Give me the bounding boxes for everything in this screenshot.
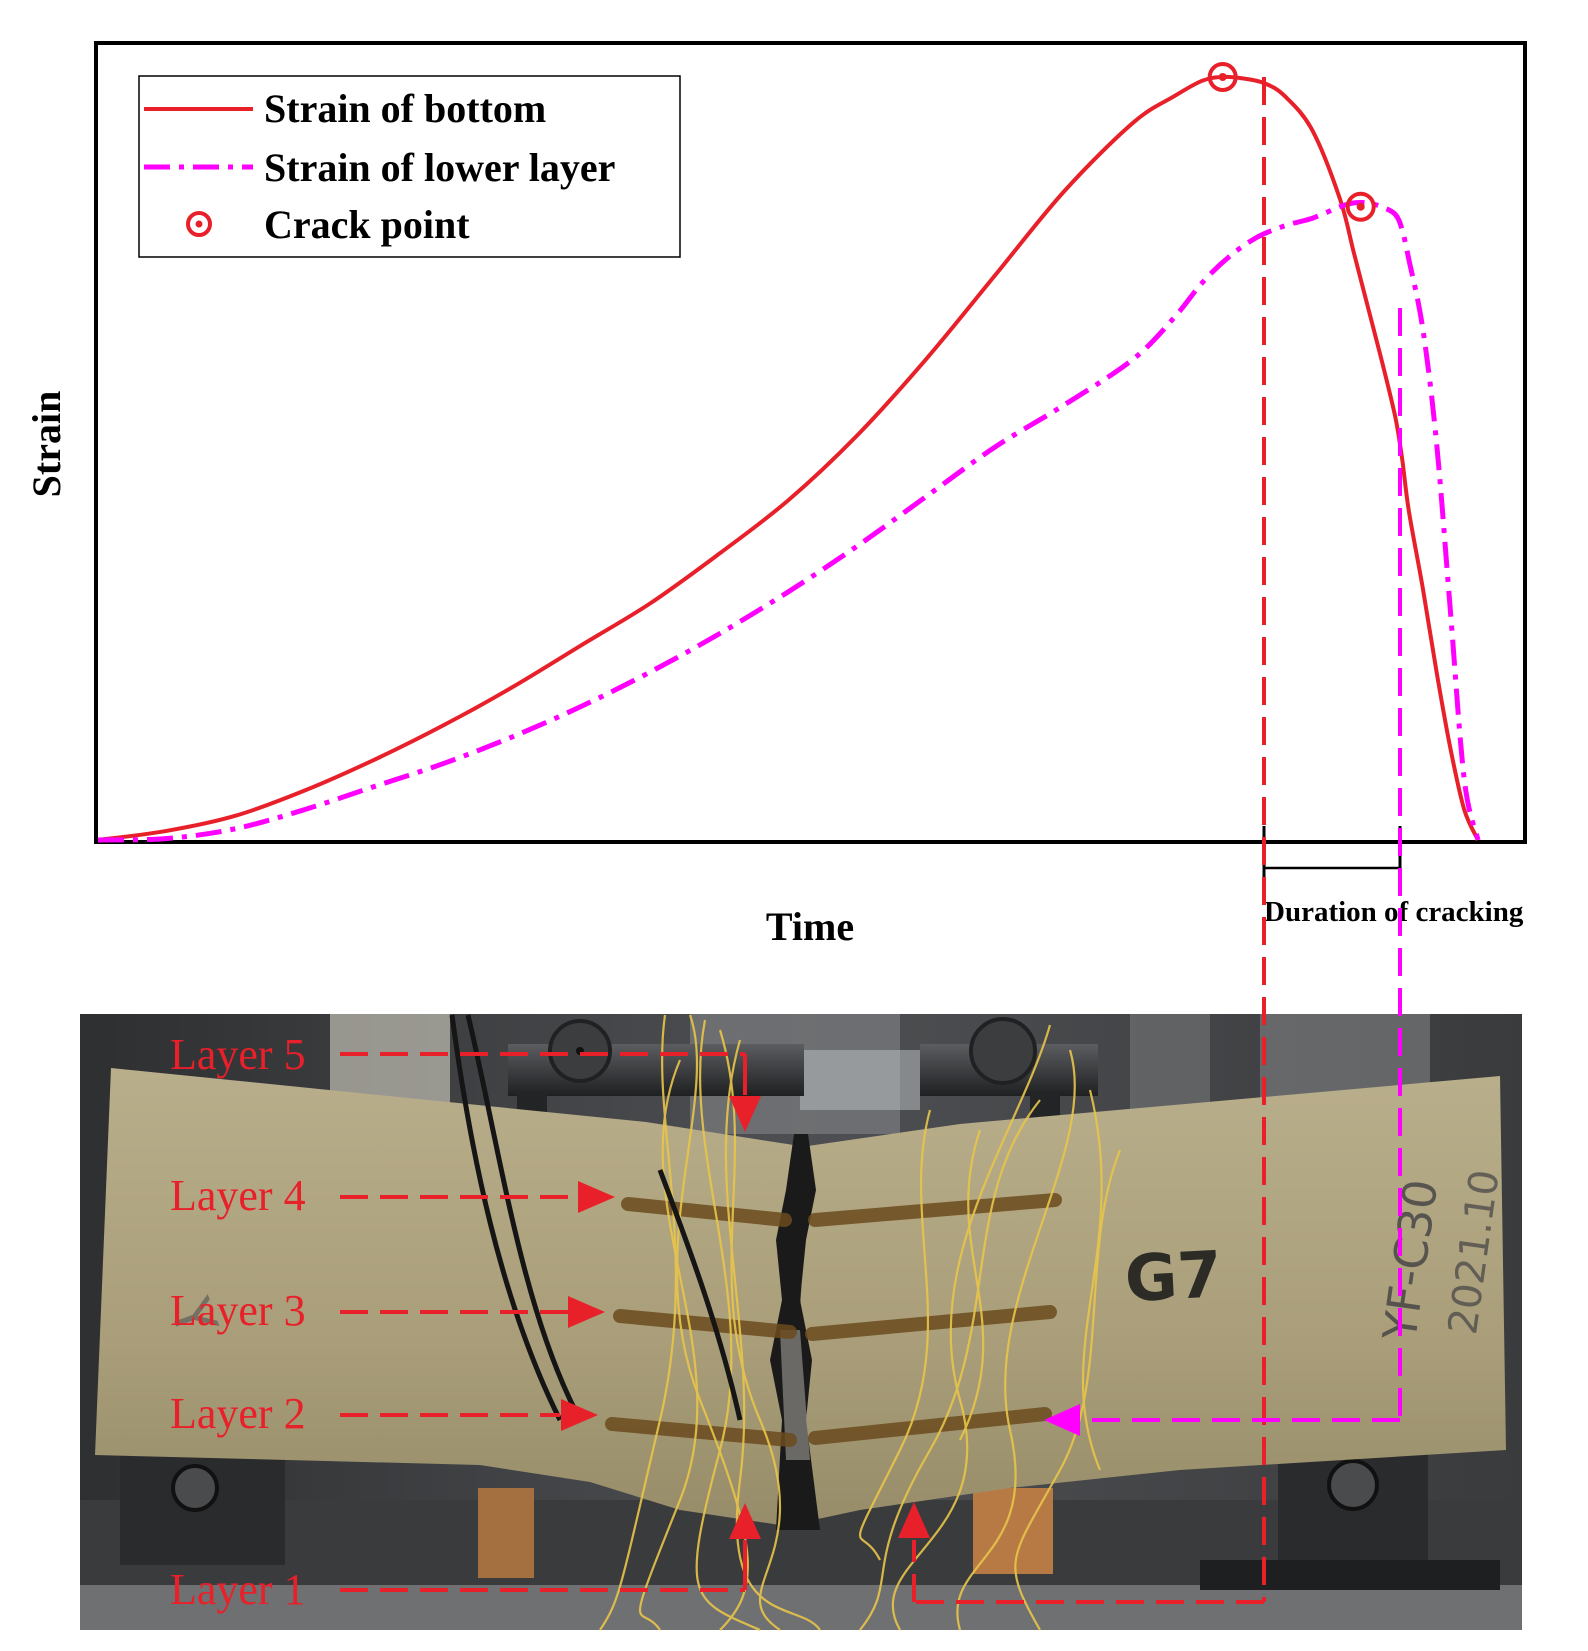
series-line-bottom (97, 74, 1480, 842)
specimen-mark: G7 (1123, 1238, 1224, 1317)
arrow-layer5 (729, 1096, 761, 1132)
layer-labels: Layer 5 Layer 4 Layer 3 Layer 2 Layer 1 (170, 1030, 306, 1614)
cables (449, 1014, 743, 1422)
arrow-lower-to-layer2 (1044, 1404, 1080, 1436)
legend-label-crack: Crack point (264, 202, 470, 247)
layer-4-label: Layer 4 (170, 1171, 306, 1220)
y-axis-label: Strain (24, 391, 69, 498)
layer-2-label: Layer 2 (170, 1389, 306, 1438)
layer-5-label: Layer 5 (170, 1030, 306, 1079)
annotation-overlay: Layer 5 Layer 4 Layer 3 Layer 2 Layer 1 (170, 77, 1402, 1614)
series-line-lower-layer (97, 199, 1481, 843)
series-layer (97, 74, 1481, 843)
arrow-bottom-up (898, 1502, 930, 1538)
arrow-layer2 (561, 1399, 598, 1431)
crack-points-layer (1207, 62, 1376, 222)
legend-crack-marker (186, 211, 212, 237)
arrow-layer1 (729, 1503, 761, 1539)
chart: Strain of bottom Strain of lower layer C… (24, 41, 1527, 949)
crack-point-2 (1345, 191, 1376, 222)
duration-label: Duration of cracking (1264, 896, 1524, 928)
arrow-layer4 (578, 1181, 615, 1213)
strain-gauges (605, 1193, 1062, 1447)
layer-1-label: Layer 1 (170, 1565, 306, 1614)
arrow-layer3 (568, 1296, 605, 1328)
x-axis-label: Time (766, 904, 854, 949)
loading-apparatus (508, 1017, 1098, 1122)
legend-label-lower: Strain of lower layer (264, 145, 615, 190)
layer-3-label: Layer 3 (170, 1286, 306, 1335)
crack-point-1 (1207, 62, 1238, 92)
legend-label-bottom: Strain of bottom (264, 86, 546, 131)
specimen-photo: G7 YF-C30 2021.10 Y (80, 1014, 1522, 1632)
legend: Strain of bottom Strain of lower layer C… (138, 75, 681, 258)
